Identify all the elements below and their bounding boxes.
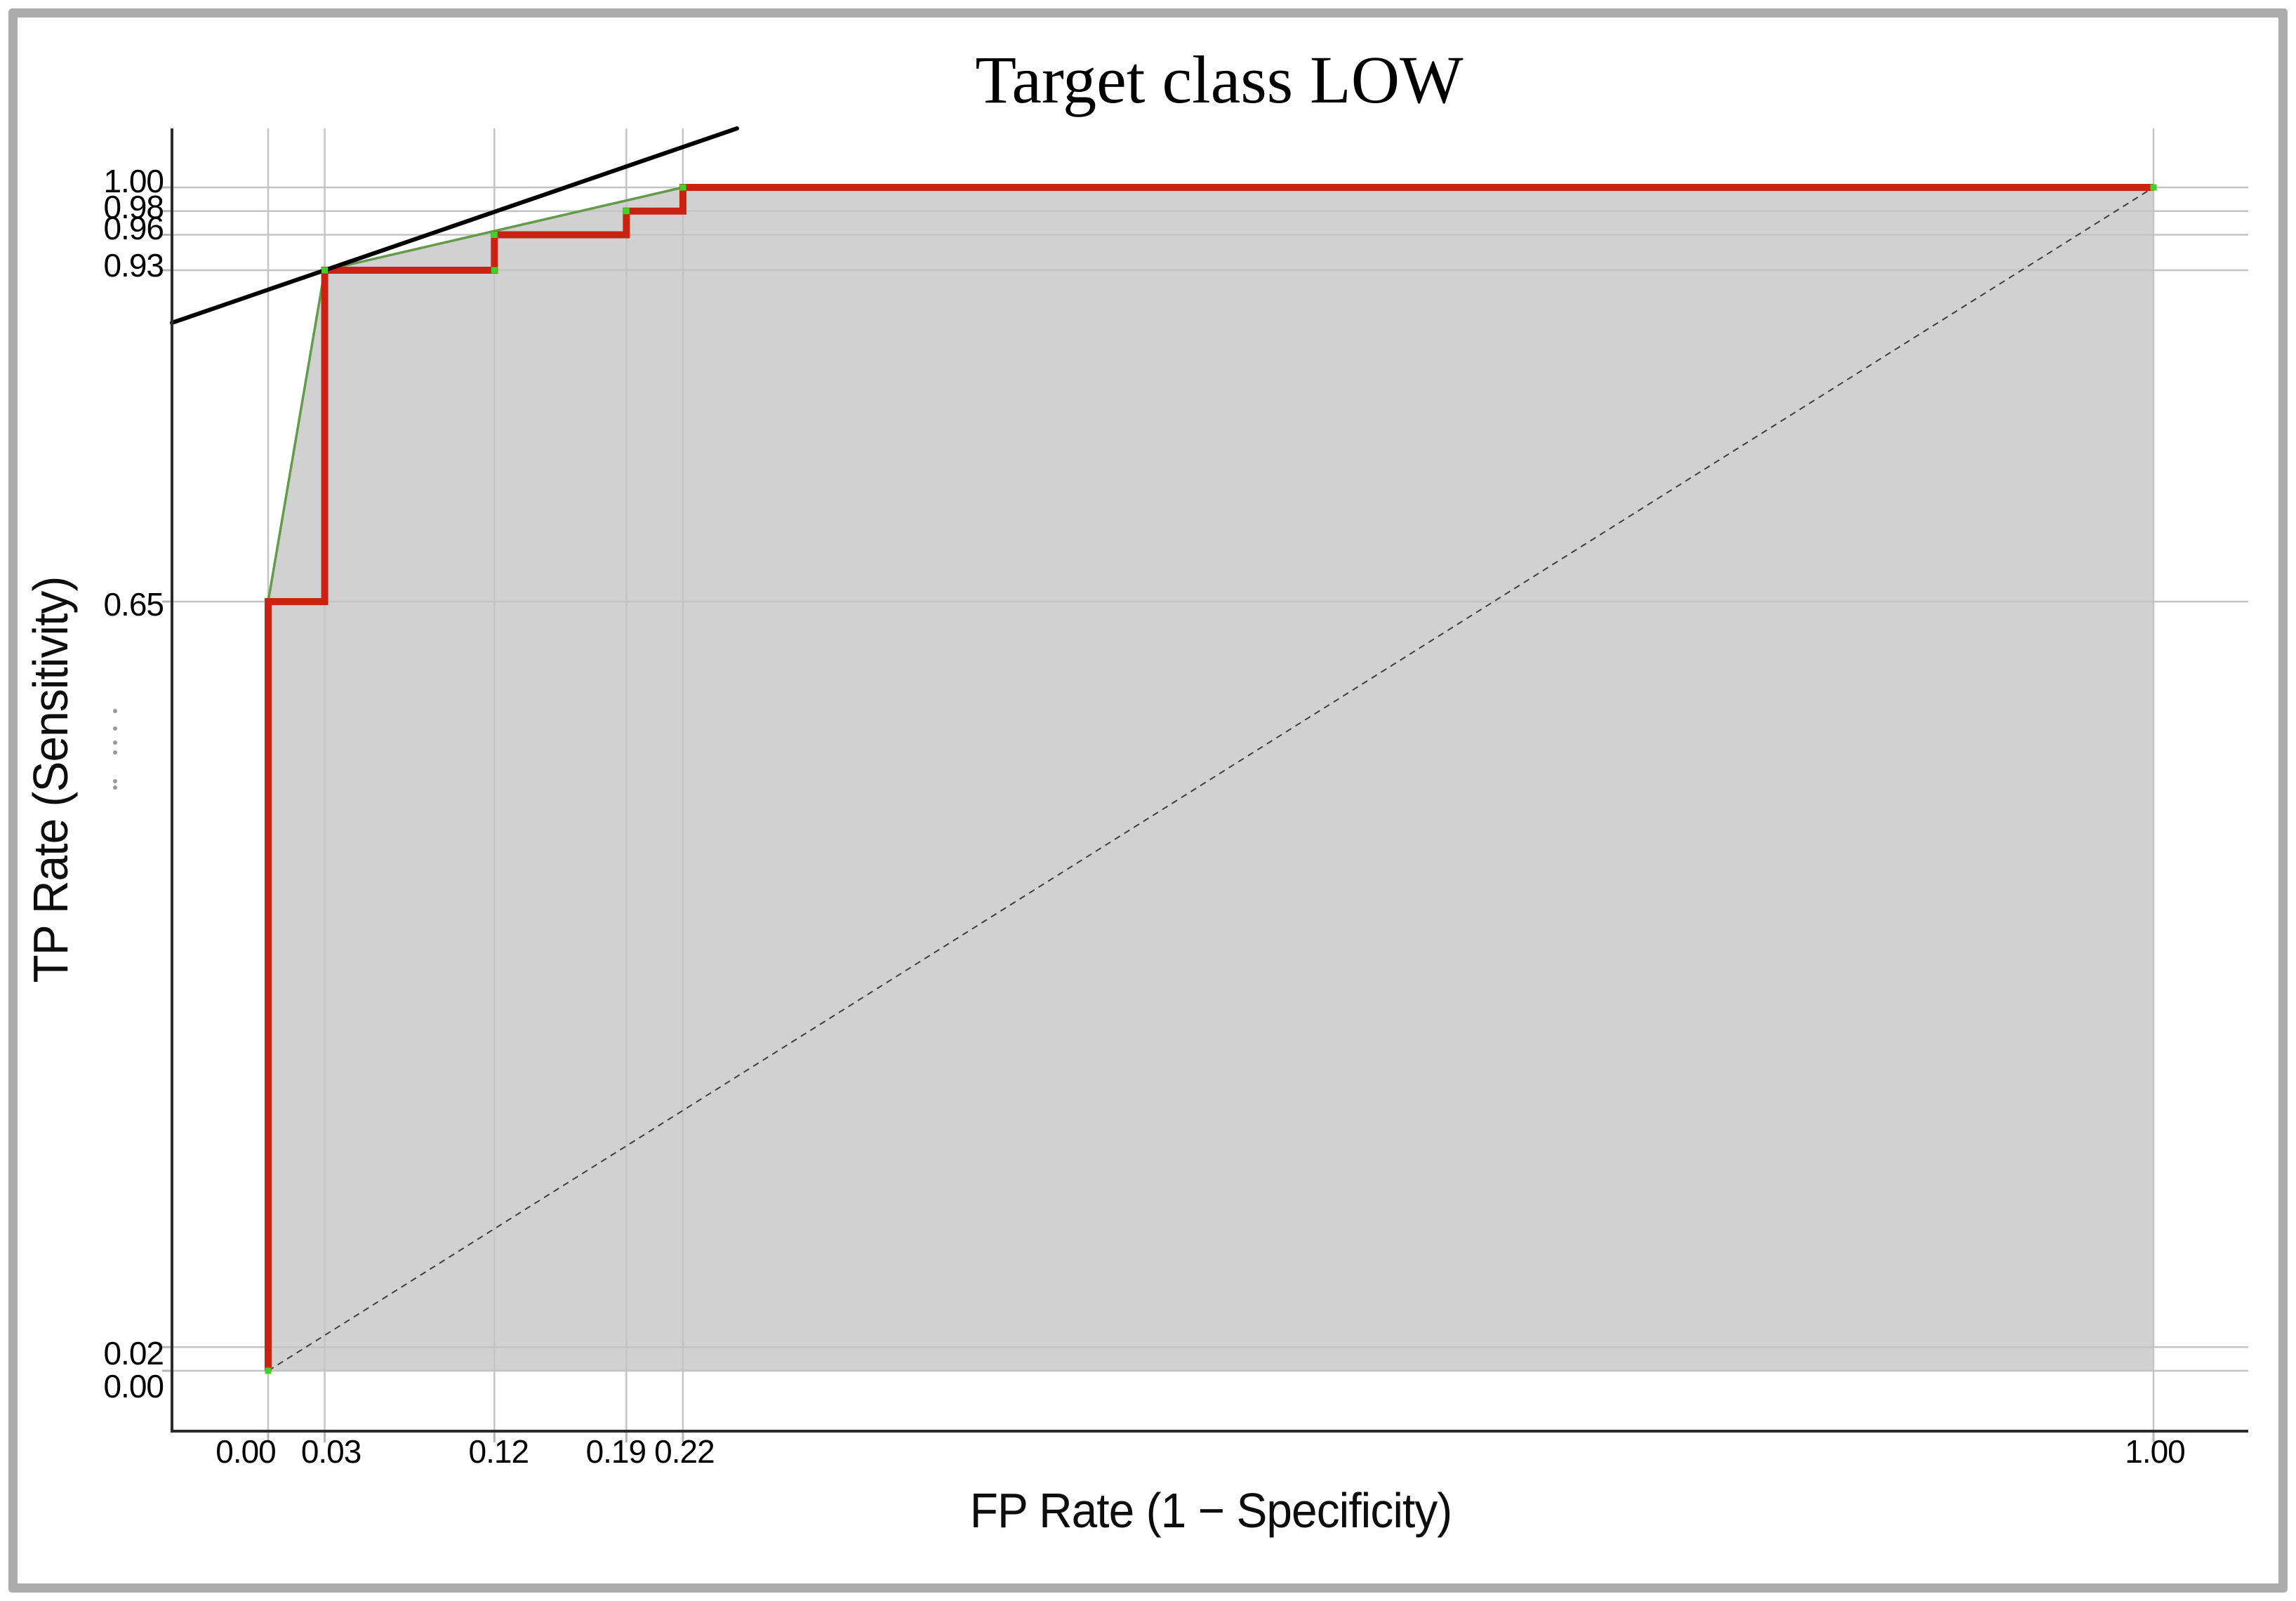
y-axis-title: TP Rate (Sensitivity)	[23, 576, 78, 983]
x-tick-label: 0.12	[468, 1433, 530, 1470]
vertex-marker	[679, 184, 686, 191]
ellipsis-dot	[113, 750, 117, 755]
chart-title: Target class LOW	[975, 42, 1464, 117]
x-tick-label: 0.22	[654, 1433, 715, 1470]
x-tick-label: 0.19	[585, 1433, 647, 1470]
x-tick-label: 0.00	[215, 1433, 277, 1470]
y-tick-label: 0.65	[103, 586, 164, 623]
tangent-line	[170, 126, 739, 325]
vertex-marker	[2150, 184, 2157, 191]
y-axis-ellipsis-dots	[113, 709, 117, 790]
roc-vertex-markers	[265, 184, 2157, 1374]
y-tick-label: 1.00	[103, 163, 164, 199]
y-tick-label: 0.98	[103, 188, 164, 225]
vertex-marker	[623, 208, 630, 215]
gridlines	[172, 128, 2248, 1431]
y-tick-label: 0.96	[103, 210, 164, 247]
ellipsis-dot	[113, 709, 117, 713]
ellipsis-dot	[113, 779, 117, 783]
vertex-marker	[321, 267, 329, 274]
x-tick-label: 0.03	[300, 1433, 362, 1470]
y-tick-label: 0.93	[103, 247, 164, 284]
y-tick-label: 0.00	[103, 1368, 164, 1404]
axis-border-lines	[171, 128, 2248, 1433]
vertex-marker	[491, 231, 498, 238]
vertex-marker	[491, 267, 498, 274]
ellipsis-dot	[113, 740, 117, 745]
chance-diagonal-line	[267, 187, 2154, 1371]
ellipsis-dot	[113, 726, 117, 731]
y-tick-label: 0.02	[103, 1335, 164, 1372]
ellipsis-dot	[113, 785, 117, 790]
chance-diagonal	[267, 187, 2154, 1371]
x-axis-title: FP Rate (1 − Specificity)	[969, 1483, 1452, 1538]
tangent-line	[170, 126, 739, 325]
axis-tick-marks	[162, 186, 2155, 1442]
vertex-marker	[265, 1367, 272, 1374]
x-tick-label: 1.00	[2125, 1433, 2186, 1470]
